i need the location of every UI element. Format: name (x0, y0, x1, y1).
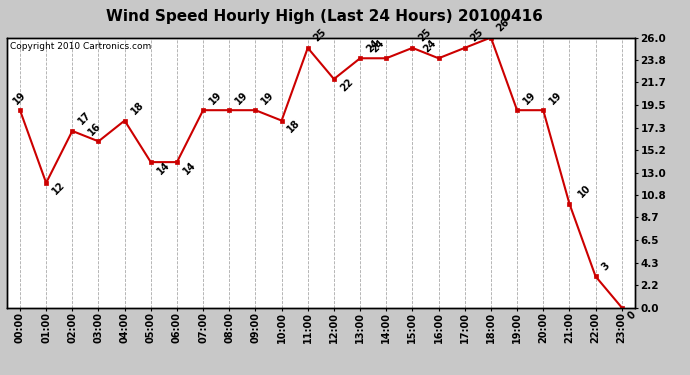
Text: 25: 25 (469, 27, 486, 44)
Text: 19: 19 (521, 89, 538, 106)
Text: 18: 18 (286, 118, 302, 135)
Text: 19: 19 (233, 89, 250, 106)
Text: 16: 16 (86, 120, 103, 137)
Text: 19: 19 (547, 89, 564, 106)
Text: 12: 12 (50, 180, 67, 197)
Text: 3: 3 (600, 260, 611, 272)
Text: 14: 14 (155, 159, 172, 176)
Text: 22: 22 (338, 76, 355, 93)
Text: 24: 24 (364, 38, 381, 54)
Text: 19: 19 (207, 89, 224, 106)
Text: 17: 17 (77, 110, 93, 127)
Text: 25: 25 (417, 27, 433, 44)
Text: 10: 10 (576, 183, 593, 200)
Text: Copyright 2010 Cartronics.com: Copyright 2010 Cartronics.com (10, 42, 151, 51)
Text: 0: 0 (626, 309, 638, 321)
Text: 24: 24 (422, 38, 439, 54)
Text: 19: 19 (259, 89, 276, 106)
Text: 18: 18 (129, 100, 146, 116)
Text: 14: 14 (181, 159, 198, 176)
Text: Wind Speed Hourly High (Last 24 Hours) 20100416: Wind Speed Hourly High (Last 24 Hours) 2… (106, 9, 543, 24)
Text: 25: 25 (312, 27, 328, 44)
Text: 24: 24 (370, 38, 386, 54)
Text: 26: 26 (495, 17, 512, 33)
Text: 19: 19 (12, 89, 28, 106)
